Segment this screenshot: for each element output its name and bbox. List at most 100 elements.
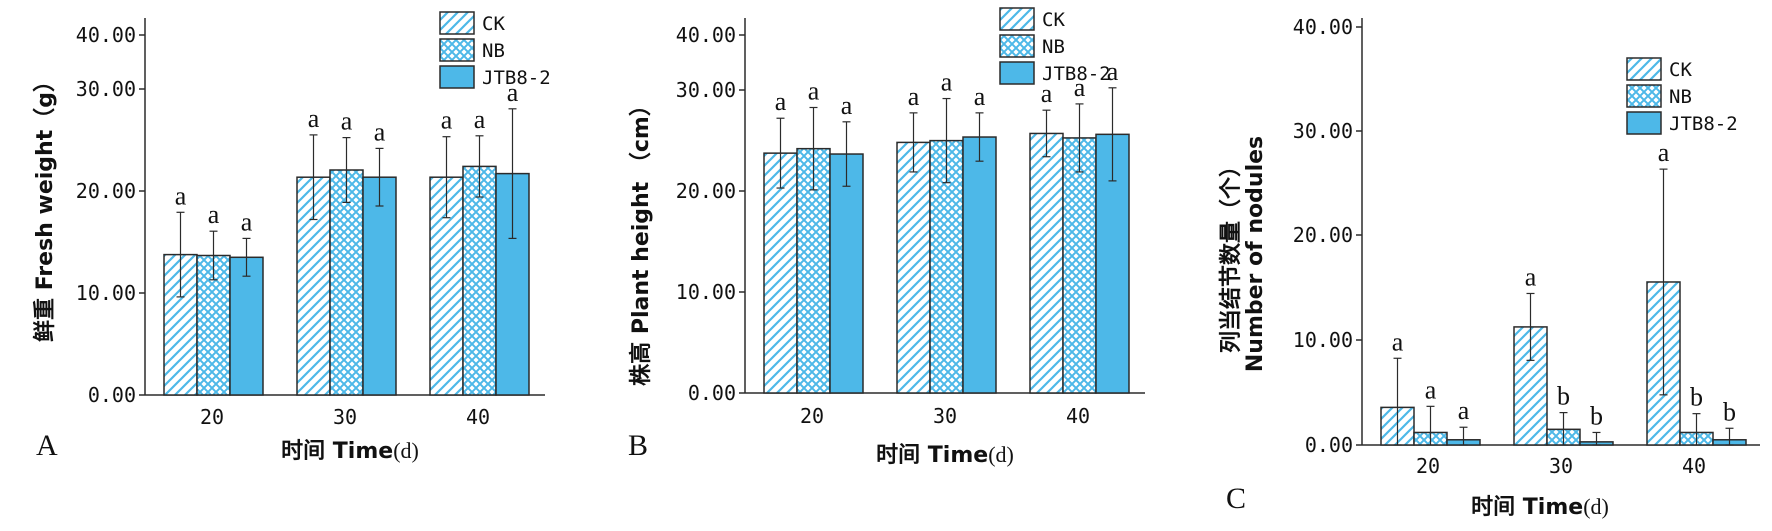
significance-label: a [341, 107, 353, 136]
significance-label: a [974, 82, 986, 111]
error-bar-jtb8-2-40 [1108, 87, 1117, 182]
legend-swatch-jtb8-2 [439, 65, 475, 89]
significance-label: a [1074, 73, 1086, 102]
significance-label: a [841, 91, 853, 120]
significance-label: a [1107, 57, 1119, 86]
legend-swatch-ck [999, 7, 1035, 31]
error-bar-nb-30 [942, 97, 951, 184]
legend-label-jtb8-2: JTB8-2 [482, 67, 551, 89]
x-tick-label: 30 [933, 404, 957, 428]
error-bar-jtb8-2-30 [1592, 431, 1601, 446]
panel-c-legend: CK NB JTB8-2 [1626, 57, 1738, 135]
bar-jtb8-2-30 [362, 176, 397, 396]
error-bar-jtb8-2-40 [508, 108, 517, 239]
error-bar-ck-40 [442, 136, 451, 219]
bar-ck-20 [763, 152, 798, 394]
legend-label-ck: CK [1669, 59, 1692, 81]
significance-label: b [1690, 383, 1703, 412]
y-tick-label: 20.00 [676, 179, 736, 203]
significance-label: a [1658, 138, 1670, 167]
panel-c-label: C [1226, 482, 1246, 515]
error-bar-nb-40 [1692, 413, 1701, 446]
error-bar-ck-40 [1042, 109, 1051, 158]
error-bar-nb-20 [1426, 405, 1435, 446]
legend-swatch-nb [1626, 84, 1662, 108]
error-bar-jtb8-2-20 [1459, 426, 1468, 446]
x-axis-title-text: 时间 Time [1471, 495, 1583, 520]
significance-label: a [474, 105, 486, 134]
error-bar-jtb8-2-20 [842, 121, 851, 187]
panel-a-y-axis-title: 鲜重 Fresh weight（g） [33, 70, 58, 342]
error-bar-jtb8-2-30 [375, 147, 384, 207]
panel-a-label: A [36, 429, 58, 462]
x-tick-label: 20 [800, 404, 824, 428]
significance-label: a [308, 104, 320, 133]
legend-label-jtb8-2: JTB8-2 [1669, 113, 1738, 135]
significance-label: a [507, 78, 519, 107]
significance-label: a [208, 200, 220, 229]
y-tick-label: 30.00 [76, 77, 136, 101]
x-tick-label: 40 [466, 405, 490, 429]
x-axis-unit: (d) [988, 442, 1014, 467]
y-tick-label: 30.00 [676, 78, 736, 102]
bar-nb-40 [1062, 137, 1097, 394]
legend-label-jtb8-2: JTB8-2 [1042, 63, 1111, 85]
panel-b-x-axis-title: 时间 Time(d) [876, 442, 1014, 468]
x-axis-title-text: 时间 Time [876, 443, 988, 468]
y-tick-label: 20.00 [1293, 223, 1353, 247]
significance-label: b [1590, 401, 1603, 430]
significance-label: a [1458, 396, 1470, 425]
significance-label: a [1425, 375, 1437, 404]
significance-label: a [941, 68, 953, 97]
error-bar-nb-20 [809, 106, 818, 191]
panel-b-label: B [628, 429, 648, 462]
bar-jtb8-2-30 [962, 136, 997, 394]
y-tick-label: 20.00 [76, 179, 136, 203]
y-tick-label: 30.00 [1293, 119, 1353, 143]
legend-swatch-jtb8-2 [999, 61, 1035, 85]
panel-a: CK NB JTB8-2 0.00 10.00 20.00 30.00 40.0… [33, 11, 551, 464]
y-tick-label: 0.00 [88, 383, 136, 407]
error-bar-nb-30 [342, 137, 351, 203]
panel-b: CK NB JTB8-2 0.00 10.00 20.00 30.00 40.0… [628, 7, 1145, 468]
bar-ck-30 [896, 141, 931, 394]
panel-b-bars: a a a a a a a aa [763, 57, 1130, 394]
error-bar-ck-30 [309, 134, 318, 221]
y-tick-label: 0.00 [688, 381, 736, 405]
legend-swatch-ck [1626, 57, 1662, 81]
y-tick-label: 40.00 [76, 23, 136, 47]
significance-label: a [808, 76, 820, 105]
significance-label: a [775, 87, 787, 116]
bar-jtb8-2-20 [229, 256, 264, 396]
y-tick-label: 10.00 [1293, 328, 1353, 352]
error-bar-nb-40 [1075, 103, 1084, 173]
error-bar-nb-20 [209, 230, 218, 281]
panel-b-legend: CK NB JTB8-2 [999, 7, 1111, 85]
significance-label: b [1723, 397, 1736, 426]
legend-label-nb: NB [482, 40, 505, 62]
significance-label: a [1392, 327, 1404, 356]
bar-nb-30 [329, 169, 364, 396]
panel-b-y-axis-title: 株高 Plant height （cm） [628, 94, 654, 386]
panel-c: CK NB JTB8-2 0.00 10.00 20.00 30.00 40.0… [1218, 15, 1760, 520]
x-axis-unit: (d) [393, 438, 419, 463]
x-tick-label: 30 [333, 405, 357, 429]
significance-label: a [374, 117, 386, 146]
error-bar-ck-30 [909, 112, 918, 173]
significance-label: a [908, 82, 920, 111]
significance-label: a [1525, 262, 1537, 291]
x-tick-label: 20 [200, 405, 224, 429]
error-bar-ck-30 [1526, 292, 1535, 361]
legend-swatch-ck [439, 11, 475, 35]
significance-label: b [1557, 382, 1570, 411]
bar-nb-20 [196, 254, 231, 396]
x-tick-label: 30 [1549, 454, 1573, 478]
x-tick-label: 40 [1682, 454, 1706, 478]
significance-label: a [1041, 79, 1053, 108]
error-bar-ck-20 [776, 117, 785, 189]
x-axis-unit: (d) [1583, 494, 1609, 519]
legend-swatch-nb [999, 34, 1035, 58]
error-bar-ck-20 [176, 211, 185, 298]
error-bar-nb-30 [1559, 412, 1568, 446]
